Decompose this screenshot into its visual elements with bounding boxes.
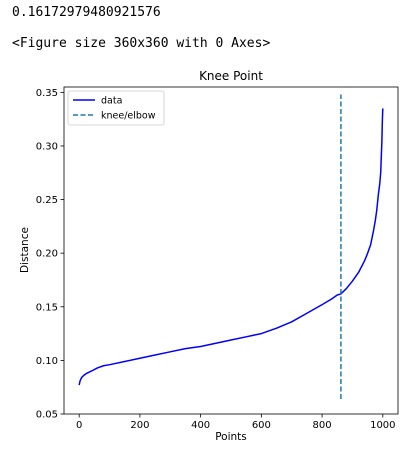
y-axis-label: Distance [19,227,31,273]
output-value-text: 0.16172979480921576 [12,5,161,20]
x-tick-label: 400 [191,420,210,431]
y-tick-label: 0.25 [36,195,58,206]
x-tick-label: 1000 [370,420,395,431]
x-tick-label: 800 [313,420,332,431]
y-axis-ticks: 0.05 0.10 0.15 0.20 0.25 0.30 0.35 [36,88,64,421]
x-tick-label: 600 [252,420,271,431]
legend-label-knee-elbow: knee/elbow [101,111,156,122]
legend-label-data: data [101,96,122,107]
chart-title: Knee Point [199,69,263,83]
x-axis-ticks: 0 200 400 600 800 1000 [76,414,396,431]
y-tick-label: 0.15 [36,302,58,313]
x-axis-label: Points [215,431,247,443]
plot-area-frame [63,86,399,415]
y-tick-label: 0.30 [36,141,58,152]
x-tick-label: 0 [76,420,82,431]
y-tick-label: 0.10 [36,356,58,367]
figure-size-text: <Figure size 360x360 with 0 Axes> [12,36,271,51]
legend: data knee/elbow [67,90,165,126]
y-tick-label: 0.05 [36,410,58,421]
y-tick-label: 0.35 [36,88,58,99]
series-layer [78,94,384,399]
x-tick-label: 200 [130,420,149,431]
series-line-data [78,108,384,386]
y-tick-label: 0.20 [36,249,58,260]
